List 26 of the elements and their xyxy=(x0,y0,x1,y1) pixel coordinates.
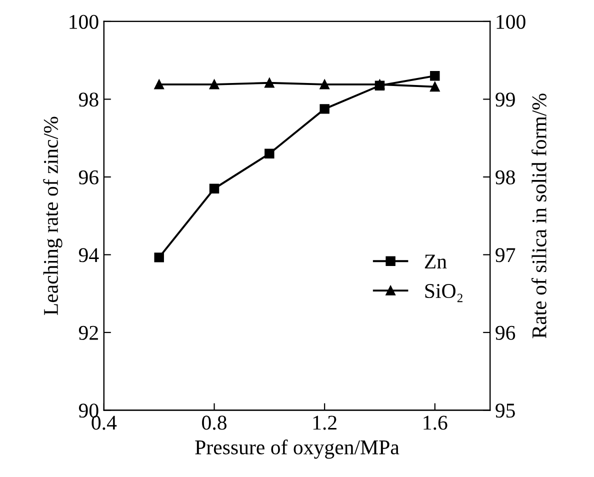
point xyxy=(264,148,274,159)
x-axis-title: Pressure of oxygen/MPa xyxy=(195,440,400,459)
point xyxy=(154,252,164,262)
x-tick-label: 0.8 xyxy=(202,416,226,430)
y2-tick-label: 98 xyxy=(496,170,515,184)
y-axis-title: Leaching rate of zinc/% xyxy=(43,116,62,316)
y2-tick-label: 99 xyxy=(496,92,515,107)
y2-tick-label: 97 xyxy=(496,248,516,262)
y2-tick-label: 96 xyxy=(496,326,516,340)
y-tick-label: 90 xyxy=(78,404,98,418)
point xyxy=(430,71,440,81)
x-tick-label: 1.2 xyxy=(313,416,336,430)
y-tick-label: 92 xyxy=(78,326,98,340)
point xyxy=(209,184,220,194)
y-tick-label: 100 xyxy=(70,14,98,29)
x-tick-label: 1.6 xyxy=(424,416,448,430)
y-tick-label: 96 xyxy=(78,170,98,184)
y-tick-label: 94 xyxy=(78,248,99,262)
y-tick-label: 98 xyxy=(78,92,98,107)
legend-label: Zn xyxy=(424,254,447,268)
y2-tick-label: 100 xyxy=(496,14,526,29)
point xyxy=(320,104,330,114)
x-tick-label: 0.4 xyxy=(92,416,117,430)
legend-label: SiO₂ xyxy=(425,284,462,302)
y2-axis-title: Rate of silica in solid form/% xyxy=(532,94,546,338)
y2-tick-label: 95 xyxy=(496,404,515,418)
